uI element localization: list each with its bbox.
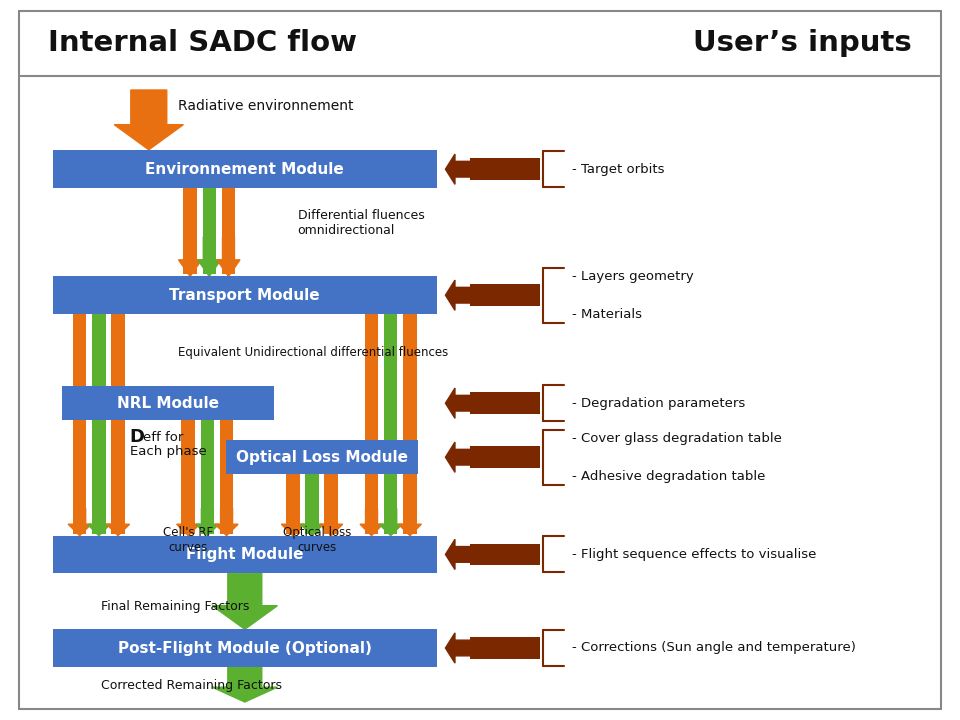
Bar: [305, 474, 319, 534]
Polygon shape: [281, 508, 304, 536]
Text: NRL Module: NRL Module: [117, 396, 219, 410]
Polygon shape: [68, 508, 91, 536]
Bar: [201, 420, 214, 534]
Bar: [384, 314, 397, 534]
Bar: [53, 276, 437, 314]
Bar: [181, 420, 195, 534]
Polygon shape: [445, 280, 475, 310]
Bar: [222, 188, 235, 274]
Polygon shape: [217, 237, 240, 276]
Text: Final Remaining Factors: Final Remaining Factors: [101, 600, 250, 613]
Text: Post-Flight Module (Optional): Post-Flight Module (Optional): [118, 641, 372, 655]
Text: Each phase: Each phase: [130, 445, 206, 458]
Text: - Flight sequence effects to visualise: - Flight sequence effects to visualise: [572, 548, 817, 561]
Text: - Target orbits: - Target orbits: [572, 163, 664, 176]
Text: - Cover glass degradation table: - Cover glass degradation table: [572, 431, 782, 444]
Polygon shape: [87, 508, 110, 536]
Polygon shape: [212, 667, 277, 702]
Polygon shape: [445, 442, 475, 472]
Text: Differential fluences
omnidirectional: Differential fluences omnidirectional: [298, 210, 424, 237]
Bar: [73, 314, 86, 534]
Bar: [53, 629, 437, 667]
Polygon shape: [320, 508, 343, 536]
Polygon shape: [379, 508, 402, 536]
Bar: [470, 637, 540, 659]
Bar: [324, 474, 338, 534]
Polygon shape: [114, 90, 183, 150]
Bar: [183, 188, 197, 274]
Text: Transport Module: Transport Module: [170, 288, 320, 302]
Polygon shape: [107, 508, 130, 536]
Text: eff for: eff for: [143, 431, 183, 444]
Polygon shape: [398, 508, 421, 536]
Text: - Corrections (Sun angle and temperature): - Corrections (Sun angle and temperature…: [572, 642, 856, 654]
Bar: [62, 386, 274, 420]
Text: - Materials: - Materials: [572, 308, 642, 321]
Text: Corrected Remaining Factors: Corrected Remaining Factors: [101, 679, 282, 692]
Bar: [470, 158, 540, 180]
Text: Environnement Module: Environnement Module: [145, 162, 345, 176]
Bar: [470, 544, 540, 565]
Text: Radiative environnement: Radiative environnement: [178, 99, 353, 113]
Bar: [286, 474, 300, 534]
Polygon shape: [300, 508, 324, 536]
Text: Optical loss
curves: Optical loss curves: [282, 526, 351, 554]
Text: Internal SADC flow: Internal SADC flow: [48, 30, 357, 57]
Bar: [470, 392, 540, 414]
Text: - Degradation parameters: - Degradation parameters: [572, 397, 745, 410]
Polygon shape: [212, 573, 277, 629]
Bar: [53, 150, 437, 188]
Text: Optical Loss Module: Optical Loss Module: [235, 450, 408, 464]
Bar: [53, 536, 437, 573]
Bar: [403, 314, 417, 534]
Text: Equivalent Unidirectional differential fluences: Equivalent Unidirectional differential f…: [178, 346, 448, 359]
Polygon shape: [179, 237, 202, 276]
Bar: [111, 314, 125, 534]
Text: D: D: [130, 428, 145, 446]
Text: User’s inputs: User’s inputs: [693, 30, 912, 57]
Text: Flight Module: Flight Module: [186, 547, 303, 562]
Polygon shape: [215, 508, 238, 536]
Polygon shape: [445, 388, 475, 418]
Polygon shape: [445, 633, 475, 663]
Bar: [470, 446, 540, 468]
Text: - Layers geometry: - Layers geometry: [572, 269, 694, 282]
Polygon shape: [445, 154, 475, 184]
Bar: [203, 188, 216, 274]
Polygon shape: [198, 237, 221, 276]
Bar: [226, 440, 418, 474]
Polygon shape: [196, 508, 219, 536]
Bar: [92, 314, 106, 534]
Polygon shape: [177, 508, 200, 536]
Bar: [220, 420, 233, 534]
Polygon shape: [360, 508, 383, 536]
Text: Cell's RF
curves: Cell's RF curves: [163, 526, 213, 554]
Polygon shape: [445, 539, 475, 570]
Bar: [470, 284, 540, 306]
Text: - Adhesive degradation table: - Adhesive degradation table: [572, 470, 765, 483]
Bar: [365, 314, 378, 534]
